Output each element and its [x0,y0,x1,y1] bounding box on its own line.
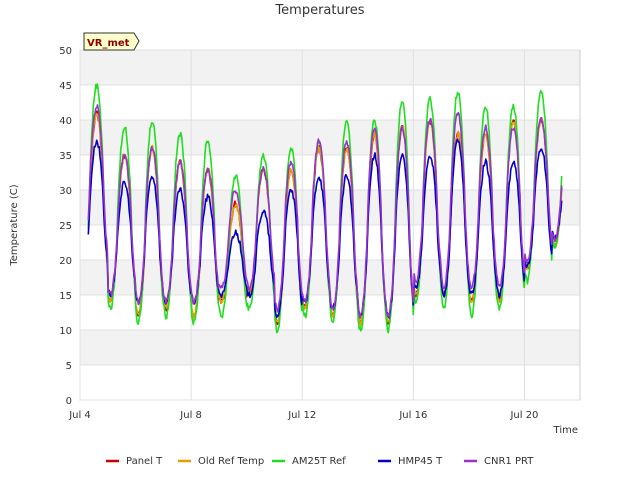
x-axis-ticks: Jul 4 Jul 8 Jul 12 Jul 16 Jul 20 [68,410,538,421]
plot-band [80,190,580,225]
y-tick-label: 35 [59,151,72,162]
legend-label: Old Ref Temp [198,456,264,467]
x-tick-label: Jul 4 [68,410,91,421]
plot-lines [87,83,563,334]
plot-band [80,330,580,365]
y-tick-label: 20 [59,256,72,267]
y-tick-label: 15 [59,291,72,302]
y-axis-ticks: 0 5 10 15 20 25 30 35 40 45 50 [59,46,72,407]
chart-title: Temperatures [274,3,364,18]
plot-band [80,50,580,85]
x-tick-label: Jul 16 [398,410,427,421]
x-tick-label: Jul 12 [287,410,316,421]
y-tick-label: 30 [59,186,72,197]
y-tick-label: 0 [66,396,72,407]
y-tick-label: 5 [66,361,72,372]
legend-label: CNR1 PRT [484,456,534,467]
station-badge: VR_met [83,32,140,51]
y-tick-label: 45 [59,81,72,92]
x-tick-label: Jul 8 [179,410,202,421]
plot-bands [80,50,580,365]
series-line [87,104,563,320]
legend-label: Panel T [126,456,163,467]
x-tick-label: Jul 20 [509,410,538,421]
y-tick-label: 10 [59,326,72,337]
y-tick-label: 50 [59,46,72,57]
y-tick-label: 40 [59,116,72,127]
y-axis-label: Temperature (C) [9,184,20,266]
station-badge-label: VR_met [87,38,130,49]
chart-legend: Panel T Old Ref Temp AM25T Ref HMP45 T CNR1 … [106,456,534,467]
plot-band [80,120,580,155]
station-badge-shape [83,32,140,51]
legend-label: AM25T Ref [292,456,346,467]
legend-label: HMP45 T [398,456,443,467]
x-axis-label: Time [553,425,578,436]
y-tick-label: 25 [59,221,72,232]
